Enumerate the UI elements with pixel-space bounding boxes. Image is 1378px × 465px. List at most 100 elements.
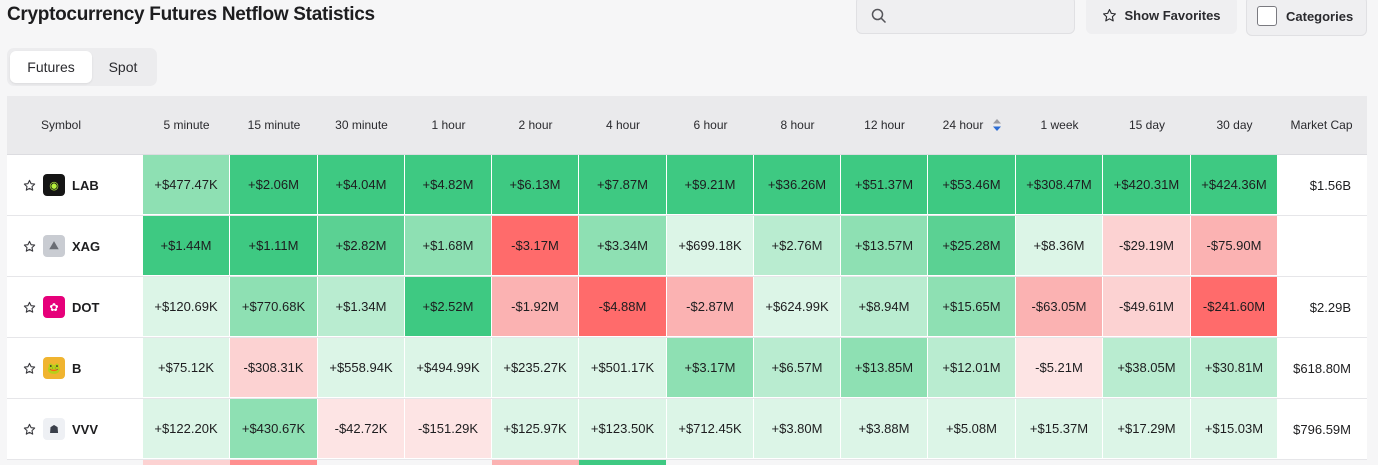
column-header-6-hour[interactable]: 6 hour xyxy=(667,96,754,154)
star-icon xyxy=(1103,8,1117,21)
favorite-star-icon[interactable] xyxy=(23,240,36,253)
netflow-cell: +$36.26M xyxy=(754,155,841,215)
market-cap-cell: $796.59M xyxy=(1293,421,1351,437)
column-header-label: 4 hour xyxy=(605,118,641,132)
column-header-label: 2 hour xyxy=(518,118,553,132)
netflow-cell: +$6.57M xyxy=(754,338,841,398)
netflow-cell: +$51.37M xyxy=(841,155,928,215)
netflow-cell: -$63.05M xyxy=(1016,277,1103,337)
netflow-cell: +$770.68K xyxy=(230,277,318,337)
symbol-name[interactable]: XAG xyxy=(72,238,101,254)
netflow-cell: +$624.99K xyxy=(754,277,841,337)
table-row[interactable]: ◉ LAB +$477.47K +$2.06M +$4.04M +$4.82M +$6.13… xyxy=(7,155,1367,216)
netflow-cell: +$15.37M xyxy=(1016,399,1103,459)
lab-logo-icon: ◉ xyxy=(43,174,65,196)
column-header-label: 24 hour xyxy=(942,118,984,132)
partial-row-cell xyxy=(579,460,666,465)
market-cap-cell: $1.56B xyxy=(1309,177,1351,193)
favorite-star-icon[interactable] xyxy=(23,301,36,314)
symbol-cell: ✿ DOT xyxy=(7,277,143,337)
symbol-cell: 🐸 B xyxy=(7,338,143,398)
b-logo-icon: 🐸 xyxy=(43,357,65,379)
netflow-cell: +$477.47K xyxy=(143,155,230,215)
tab-spot[interactable]: Spot xyxy=(108,59,138,75)
column-header-label: 1 hour xyxy=(431,118,466,132)
tab-futures[interactable]: Futures xyxy=(10,51,92,83)
netflow-cell: +$1.44M xyxy=(143,216,230,276)
netflow-cell: -$75.90M xyxy=(1191,216,1278,276)
table-body: ◉ LAB +$477.47K +$2.06M +$4.04M +$4.82M +$6.13… xyxy=(7,155,1367,460)
partial-row-cell xyxy=(230,460,317,465)
column-header-1-week[interactable]: 1 week xyxy=(1016,96,1103,154)
netflow-cell: +$122.20K xyxy=(143,399,230,459)
netflow-cell: -$4.88M xyxy=(579,277,667,337)
symbol-name[interactable]: LAB xyxy=(72,177,99,193)
column-header-2-hour[interactable]: 2 hour xyxy=(492,96,579,154)
symbol-name[interactable]: DOT xyxy=(72,299,100,315)
partial-row-cell xyxy=(143,460,230,465)
netflow-cell: +$3.17M xyxy=(667,338,754,398)
netflow-cell: +$9.21M xyxy=(667,155,754,215)
favorite-star-icon[interactable] xyxy=(23,179,36,192)
netflow-cell: -$42.72K xyxy=(318,399,405,459)
column-header-30-minute[interactable]: 30 minute xyxy=(318,96,405,154)
column-header-8-hour[interactable]: 8 hour xyxy=(754,96,841,154)
netflow-cell: +$3.88M xyxy=(841,399,928,459)
show-favorites-button[interactable]: Show Favorites xyxy=(1086,0,1237,34)
column-header-5-minute[interactable]: 5 minute xyxy=(143,96,230,154)
sort-icon[interactable] xyxy=(993,119,1002,131)
column-header-label: 12 hour xyxy=(864,118,905,132)
favorite-star-icon[interactable] xyxy=(23,423,36,436)
symbol-cell: ◉ LAB xyxy=(7,155,143,215)
netflow-cell: +$1.34M xyxy=(318,277,405,337)
partial-row-cell xyxy=(492,460,579,465)
netflow-cell: -$5.21M xyxy=(1016,338,1103,398)
column-header-label: 30 day xyxy=(1216,118,1253,132)
column-header-market-cap[interactable]: Market Cap xyxy=(1278,96,1365,154)
column-header-1-hour[interactable]: 1 hour xyxy=(405,96,492,154)
symbol-cell: ☗ VVV xyxy=(7,399,143,459)
categories-checkbox[interactable] xyxy=(1257,6,1277,26)
categories-label: Categories xyxy=(1286,8,1354,24)
column-header-label: Symbol xyxy=(41,118,82,132)
vvv-logo-icon: ☗ xyxy=(43,418,65,440)
column-header-15-minute[interactable]: 15 minute xyxy=(230,96,318,154)
netflow-cell: +$7.87M xyxy=(579,155,667,215)
column-header-label: 8 hour xyxy=(780,118,815,132)
netflow-cell: +$4.82M xyxy=(405,155,492,215)
netflow-cell: +$308.47M xyxy=(1016,155,1103,215)
market-cap-cell xyxy=(1278,216,1365,276)
netflow-cell: +$430.67K xyxy=(230,399,318,459)
netflow-cell: +$15.65M xyxy=(928,277,1016,337)
search-input[interactable] xyxy=(856,0,1075,34)
column-header-4-hour[interactable]: 4 hour xyxy=(579,96,667,154)
table-row[interactable]: ☗ VVV +$122.20K +$430.67K -$42.72K -$151.29K +… xyxy=(7,399,1367,460)
netflow-cell: +$17.29M xyxy=(1103,399,1191,459)
column-header-15-day[interactable]: 15 day xyxy=(1103,96,1191,154)
netflow-cell: +$235.27K xyxy=(492,338,579,398)
column-header-label: 1 week xyxy=(1040,118,1079,132)
netflow-cell: +$424.36M xyxy=(1191,155,1278,215)
symbol-name[interactable]: VVV xyxy=(72,421,99,437)
netflow-cell: +$125.97K xyxy=(492,399,579,459)
netflow-cell: +$420.31M xyxy=(1103,155,1191,215)
column-header-30-day[interactable]: 30 day xyxy=(1191,96,1278,154)
symbol-cell: ⛰ XAG xyxy=(7,216,143,276)
categories-button[interactable]: Categories xyxy=(1246,0,1367,36)
netflow-cell: +$501.17K xyxy=(579,338,667,398)
netflow-cell: +$8.94M xyxy=(841,277,928,337)
netflow-cell: -$3.17M xyxy=(492,216,579,276)
symbol-name[interactable]: B xyxy=(72,360,82,376)
table-row[interactable]: ✿ DOT +$120.69K +$770.68K +$1.34M +$2.52M -$1.… xyxy=(7,277,1367,338)
netflow-cell: +$494.99K xyxy=(405,338,492,398)
table-row[interactable]: ⛰ XAG +$1.44M +$1.11M +$2.82M +$1.68M -$3.17M +… xyxy=(7,216,1367,277)
netflow-cell: +$30.81M xyxy=(1191,338,1278,398)
favorite-star-icon[interactable] xyxy=(23,362,36,375)
netflow-cell: +$15.03M xyxy=(1191,399,1278,459)
column-header-24-hour[interactable]: 24 hour xyxy=(928,96,1016,154)
netflow-cell: +$558.94K xyxy=(318,338,405,398)
column-header-12-hour[interactable]: 12 hour xyxy=(841,96,928,154)
column-header-symbol[interactable]: Symbol xyxy=(7,96,143,154)
netflow-cell: +$5.08M xyxy=(928,399,1016,459)
table-row[interactable]: 🐸 B +$75.12K -$308.31K +$558.94K +$494.99K +$2… xyxy=(7,338,1367,399)
